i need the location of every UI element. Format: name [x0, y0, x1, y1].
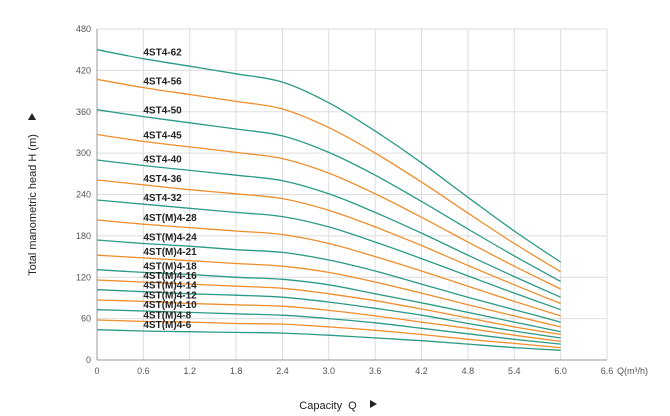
series-label: 4ST(M)4-10 — [143, 300, 197, 311]
series-label: 4ST4-32 — [143, 193, 182, 204]
series-label: 4ST(M)4-18 — [143, 261, 197, 272]
series-label: 4ST4-50 — [143, 106, 182, 117]
y-tick-label: 60 — [81, 314, 91, 324]
series-line — [96, 159, 561, 298]
x-tick-label: 6.6 — [601, 366, 614, 376]
x-tick-label: 6.0 — [554, 366, 567, 376]
series-label: 4ST4-40 — [143, 155, 182, 166]
series-label: 4ST(M)4-14 — [143, 281, 197, 292]
y-tick-label: 240 — [76, 190, 91, 200]
series-label: 4ST(M)4-24 — [143, 232, 197, 243]
y-tick-label: 420 — [76, 65, 91, 75]
series-label: 4ST4-45 — [143, 130, 182, 141]
x-tick-label: 4.2 — [415, 366, 428, 376]
series-line — [96, 133, 561, 290]
x-tick-label: 2.4 — [276, 366, 289, 376]
series-line — [96, 279, 561, 336]
y-axis-title: Total manometric head H (m) — [27, 134, 39, 276]
series-label: 4ST(M)4-21 — [143, 247, 197, 258]
y-tick-label: 300 — [76, 148, 91, 158]
x-axis-title: Capacity Q — [299, 400, 357, 412]
y-tick-label: 0 — [86, 355, 91, 365]
series-label: 4ST4-56 — [143, 77, 182, 88]
series-label: 4ST4-62 — [143, 48, 182, 59]
y-axis-arrow-icon — [28, 113, 36, 120]
x-tick-label: 4.8 — [462, 366, 475, 376]
series-line — [96, 179, 561, 305]
series-line — [96, 289, 561, 339]
series-line — [96, 254, 561, 328]
series-line — [96, 299, 561, 343]
series-label: 4ST4-36 — [143, 174, 182, 185]
axes — [96, 29, 607, 361]
series-line — [96, 329, 561, 351]
series-label: 4ST(M)4-8 — [143, 310, 191, 321]
y-tick-label: 120 — [76, 272, 91, 282]
series-line — [96, 109, 561, 282]
y-tick-label: 480 — [76, 24, 91, 34]
x-tick-label: 5.4 — [508, 366, 521, 376]
series-line — [96, 199, 561, 311]
series-lines — [96, 49, 561, 351]
x-axis-unit-label: Q(m³/h) — [617, 366, 648, 376]
x-tick-label: 0.6 — [137, 366, 150, 376]
x-tick-label: 0 — [94, 366, 99, 376]
series-line — [96, 269, 561, 333]
tick-labels: 0 0.6 1.2 1.8 2.4 3.0 3.6 4.2 4.8 5.4 6.0 6.6 0 60 120… — [76, 24, 613, 376]
series-line — [96, 319, 561, 349]
series-line — [96, 309, 561, 345]
x-tick-label: 1.2 — [183, 366, 196, 376]
x-tick-label: 3.0 — [323, 366, 336, 376]
series-label: 4ST(M)4-28 — [143, 213, 197, 224]
series-line — [96, 49, 561, 263]
series-label: 4ST(M)4-12 — [143, 290, 197, 301]
series-label: 4ST(M)4-16 — [143, 271, 197, 282]
series-labels: 4ST4-62 4ST4-56 4ST4-50 4ST4-45 4ST4-40 4ST4-… — [143, 48, 197, 331]
series-label: 4ST(M)4-6 — [143, 320, 191, 331]
x-tick-label: 1.8 — [230, 366, 243, 376]
series-line — [96, 78, 561, 273]
y-tick-label: 180 — [76, 231, 91, 241]
y-tick-label: 360 — [76, 107, 91, 117]
series-line — [96, 239, 561, 323]
series-line — [96, 219, 561, 317]
x-axis-arrow-icon — [370, 400, 377, 408]
x-tick-label: 3.6 — [369, 366, 382, 376]
